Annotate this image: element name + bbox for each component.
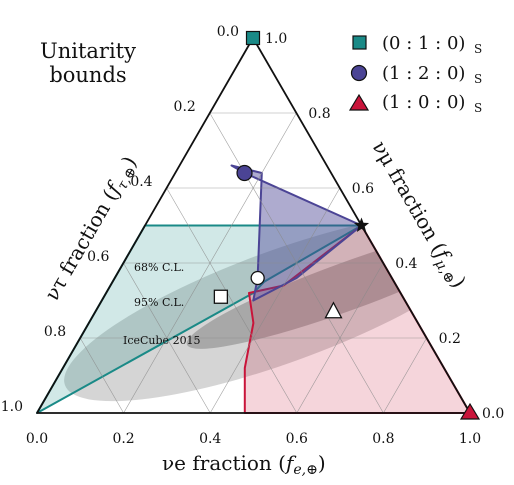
tick-mu: 1.0 <box>265 31 287 47</box>
chart-title: Unitarity bounds <box>40 39 136 87</box>
grid-line-tau <box>79 337 124 414</box>
legend-label-2: (1 : 2 : 0) <box>382 63 465 84</box>
legend-label-3: (1 : 0 : 0) <box>382 92 465 113</box>
title-line-1: Unitarity <box>40 39 136 63</box>
tick-tau: 0.0 <box>217 24 239 40</box>
axis-e-sub: e,⊕ <box>293 462 317 478</box>
grid-line-e <box>383 337 427 414</box>
axis-title-e: νe fraction (fe,⊕) <box>162 451 326 478</box>
tick-mu: 0.8 <box>308 106 330 122</box>
legend-triangle-icon <box>348 93 370 111</box>
source-circle-marker <box>236 164 253 182</box>
star-marker <box>353 217 370 232</box>
legend-circle-icon <box>350 64 368 82</box>
svg-text:νe fraction (fe,⊕): νe fraction (fe,⊕) <box>162 451 326 478</box>
title-line-2: bounds <box>49 63 126 87</box>
tick-e: 0.4 <box>199 431 221 447</box>
region-labels: 68% C.L. 95% C.L. IceCube 2015 <box>123 261 201 347</box>
tick-e: 0.8 <box>372 431 394 447</box>
mu-source-region <box>230 164 363 302</box>
axis-mu-main: νμ fraction ( <box>368 137 451 257</box>
source-square-marker <box>245 30 261 46</box>
grid-line-e <box>209 187 341 414</box>
legend-sub-1: S <box>474 42 482 56</box>
legend: (0 : 1 : 0) S (1 : 2 : 0) S (1 : 0 : 0) … <box>348 33 482 115</box>
legend-sub-2: S <box>474 72 482 86</box>
legend-label-1: (0 : 1 : 0) <box>382 33 465 54</box>
tick-labels: 0.0 0.0 0.0 0.2 0.2 0.2 0.4 0.4 0.4 0.6 0.6 0.6 0.8 0… <box>1 24 505 447</box>
tick-tau: 1.0 <box>1 399 23 415</box>
tick-tau: 0.8 <box>44 324 66 340</box>
tick-mu: 0.6 <box>352 181 374 197</box>
tick-mu: 0.0 <box>482 406 504 422</box>
tick-tau: 0.4 <box>130 174 152 190</box>
data-points <box>213 30 481 420</box>
open-circle-marker <box>250 270 265 286</box>
tick-e: 0.2 <box>112 431 134 447</box>
grid-line-tau <box>123 262 211 414</box>
cl68-label: 68% C.L. <box>134 261 184 274</box>
axis-e-main: νe fraction ( <box>162 451 286 475</box>
tick-tau: 0.6 <box>87 249 109 265</box>
tick-tau: 0.2 <box>174 99 196 115</box>
source-triangle-marker <box>459 402 481 420</box>
tick-mu: 0.2 <box>439 331 461 347</box>
experiment-label: IceCube 2015 <box>123 334 201 347</box>
legend-sub-3: S <box>474 101 482 115</box>
tick-e: 0.0 <box>26 431 48 447</box>
open-square-marker <box>213 289 229 304</box>
open-triangle-marker <box>324 301 343 319</box>
tick-e: 0.6 <box>286 431 308 447</box>
tick-e: 1.0 <box>459 431 481 447</box>
grid-line-e <box>296 262 384 414</box>
tick-mu: 0.4 <box>395 256 417 272</box>
axis-e-close: ) <box>318 451 326 475</box>
grid-line-tau <box>166 187 298 414</box>
cl95-label: 95% C.L. <box>134 296 184 309</box>
legend-square-icon <box>352 35 367 50</box>
ternary-grid <box>79 112 427 414</box>
